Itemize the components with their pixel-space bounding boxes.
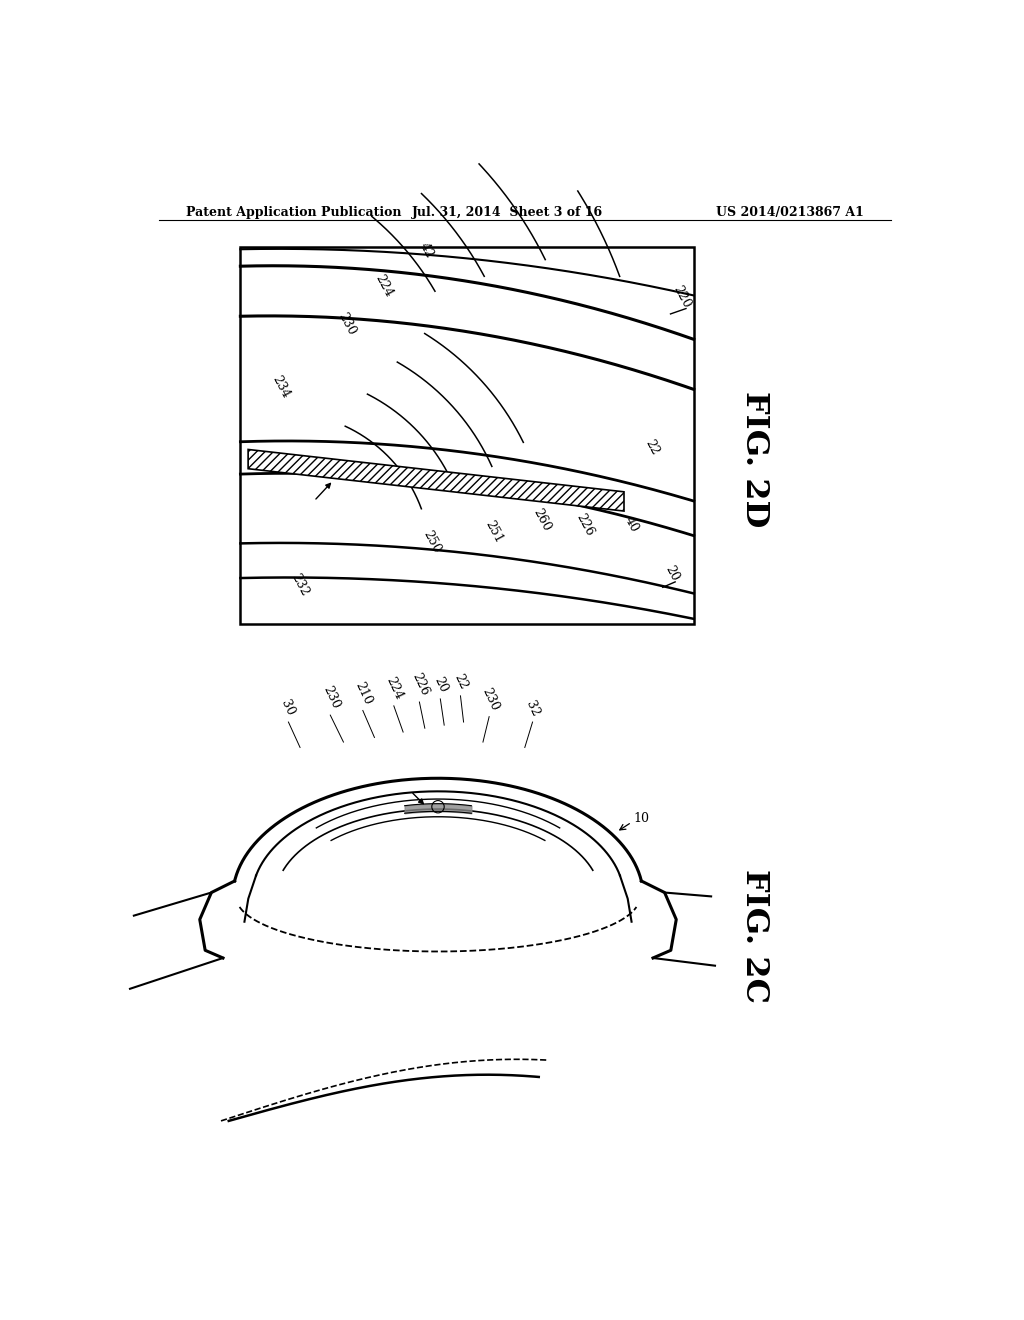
Text: Jul. 31, 2014  Sheet 3 of 16: Jul. 31, 2014 Sheet 3 of 16: [413, 206, 603, 219]
Text: 42: 42: [417, 240, 436, 261]
Text: 22: 22: [643, 437, 662, 457]
Text: 220: 220: [671, 282, 693, 310]
Text: 22: 22: [452, 672, 470, 692]
Text: 226: 226: [410, 671, 431, 698]
Text: 260: 260: [531, 506, 554, 533]
Polygon shape: [248, 449, 624, 511]
Text: 230: 230: [336, 310, 358, 338]
Text: 20: 20: [432, 676, 451, 696]
Text: 226: 226: [573, 512, 596, 539]
Text: 230: 230: [321, 684, 342, 711]
Text: 230: 230: [479, 685, 501, 713]
Text: 20: 20: [663, 564, 682, 583]
Text: 234: 234: [270, 374, 293, 401]
Bar: [241, 247, 693, 624]
Text: 30: 30: [279, 698, 297, 718]
Text: 251: 251: [482, 517, 505, 545]
Text: 250: 250: [421, 528, 443, 556]
Text: 224: 224: [384, 675, 406, 702]
Text: 232: 232: [289, 572, 311, 599]
Text: US 2014/0213867 A1: US 2014/0213867 A1: [717, 206, 864, 219]
Text: 210: 210: [352, 680, 375, 706]
Text: FIG. 2D: FIG. 2D: [738, 391, 770, 527]
Text: 224: 224: [373, 272, 395, 300]
Text: 32: 32: [523, 698, 542, 718]
Text: FIG. 2C: FIG. 2C: [738, 869, 770, 1003]
Text: Patent Application Publication: Patent Application Publication: [186, 206, 401, 219]
Text: 40: 40: [623, 513, 641, 535]
Text: 10: 10: [633, 812, 649, 825]
